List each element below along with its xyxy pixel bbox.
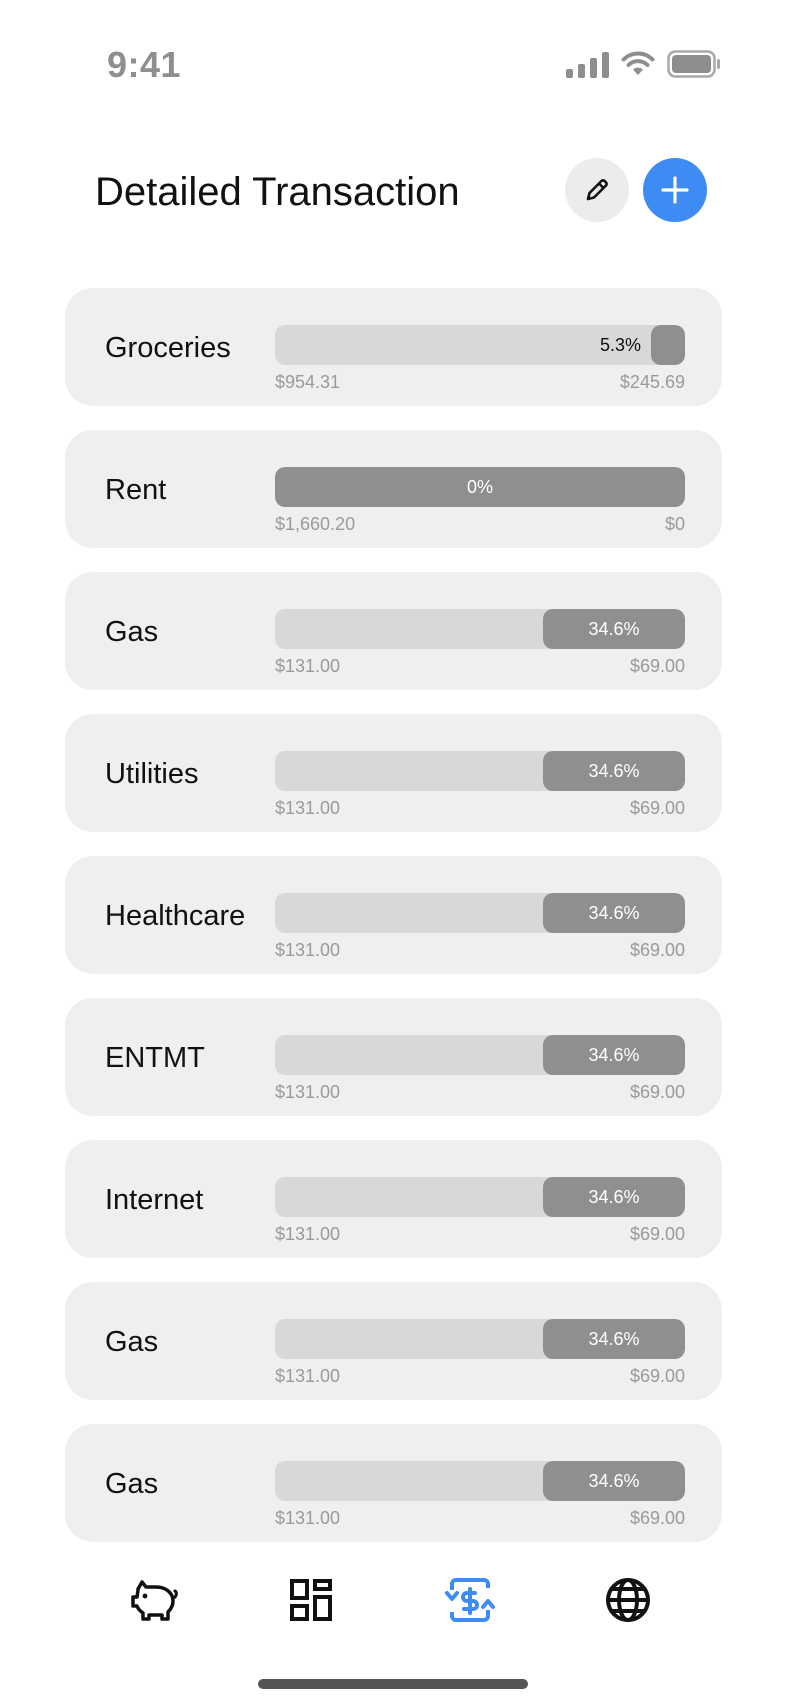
budget-progress-bar: 34.6% <box>275 1319 685 1359</box>
spent-amount: $131.00 <box>275 1082 341 1102</box>
budget-progress-fill <box>275 467 685 507</box>
budget-progress-fill <box>543 1035 685 1075</box>
tab-savings[interactable] <box>124 1570 184 1630</box>
remaining-amount: $69.00 <box>629 656 685 676</box>
category-label: Utilities <box>105 758 199 790</box>
budget-progress-fill <box>543 1461 685 1501</box>
category-label: Groceries <box>105 332 231 364</box>
tab-dashboard[interactable] <box>281 1570 341 1630</box>
remaining-amount: $69.00 <box>629 1224 685 1244</box>
tab-bar <box>0 1560 787 1640</box>
spent-amount: $131.00 <box>275 656 341 676</box>
transaction-card[interactable]: ENTMT 34.6% $131.00 $69.00 <box>65 998 722 1116</box>
category-label: Rent <box>105 474 167 506</box>
spent-amount: $954.31 <box>275 372 341 392</box>
spent-amount: $131.00 <box>275 798 341 818</box>
budget-progress-bar: 34.6% <box>275 893 685 933</box>
budget-progress-fill <box>543 893 685 933</box>
add-button[interactable] <box>643 158 707 222</box>
spent-amount: $131.00 <box>275 940 341 960</box>
status-icons <box>566 50 721 78</box>
remaining-amount: $0 <box>664 514 685 534</box>
plus-icon <box>661 176 689 204</box>
battery-icon <box>667 50 721 78</box>
transaction-card[interactable]: Gas 34.6% $131.00 $69.00 <box>65 1282 722 1400</box>
budget-progress-bar: 0% <box>275 467 685 507</box>
home-indicator <box>258 1679 528 1689</box>
percent-label: 34.6% <box>588 903 640 923</box>
spent-amount: $131.00 <box>275 1224 341 1244</box>
piggy-bank-icon <box>131 1580 178 1621</box>
status-bar: 9:41 <box>0 0 787 120</box>
budget-progress-bar: 34.6% <box>275 751 685 791</box>
budget-progress-fill <box>543 1319 685 1359</box>
percent-label: 0% <box>466 477 493 497</box>
remaining-amount: $69.00 <box>629 1366 685 1386</box>
budget-progress-bar: 34.6% <box>275 1177 685 1217</box>
category-label: ENTMT <box>105 1042 205 1074</box>
spent-amount: $131.00 <box>275 1366 341 1386</box>
transaction-card[interactable]: Rent 0% $1,660.20 $0 <box>65 430 722 548</box>
transaction-card[interactable]: Groceries 5.3% $954.31 $245.69 <box>65 288 722 406</box>
percent-label: 34.6% <box>588 761 640 781</box>
spent-amount: $131.00 <box>275 1508 341 1528</box>
remaining-amount: $69.00 <box>629 940 685 960</box>
percent-label: 34.6% <box>588 1045 640 1065</box>
remaining-amount: $69.00 <box>629 1508 685 1528</box>
edit-button[interactable] <box>565 158 629 222</box>
remaining-amount: $69.00 <box>629 798 685 818</box>
budget-progress-bar: 34.6% <box>275 1461 685 1501</box>
category-label: Healthcare <box>105 900 246 932</box>
category-label: Gas <box>105 1468 159 1500</box>
dashboard-grid-icon <box>290 1579 332 1621</box>
category-label: Gas <box>105 616 159 648</box>
header: Detailed Transaction <box>0 150 787 230</box>
transaction-card[interactable]: Healthcare 34.6% $131.00 $69.00 <box>65 856 722 974</box>
spent-amount: $1,660.20 <box>275 514 356 534</box>
percent-label: 5.3% <box>599 335 641 355</box>
tab-explore[interactable] <box>598 1570 658 1630</box>
tab-transactions[interactable] <box>440 1570 500 1630</box>
budget-progress-bar: 34.6% <box>275 1035 685 1075</box>
globe-icon <box>606 1578 650 1622</box>
transaction-card[interactable]: Utilities 34.6% $131.00 $69.00 <box>65 714 722 832</box>
remaining-amount: $69.00 <box>629 1082 685 1102</box>
page-title: Detailed Transaction <box>95 170 460 214</box>
budget-progress-fill <box>651 325 685 365</box>
budget-progress-fill <box>543 751 685 791</box>
cellular-signal-icon <box>566 50 609 78</box>
transactions-exchange-icon <box>444 1578 496 1622</box>
status-time: 9:41 <box>107 44 182 85</box>
percent-label: 34.6% <box>588 1471 640 1491</box>
transaction-card[interactable]: Gas 34.6% $131.00 $69.00 <box>65 572 722 690</box>
pencil-icon <box>586 179 608 201</box>
percent-label: 34.6% <box>588 619 640 639</box>
remaining-amount: $245.69 <box>619 372 685 392</box>
transaction-card[interactable]: Gas 34.6% $131.00 $69.00 <box>65 1424 722 1542</box>
category-label: Gas <box>105 1326 159 1358</box>
transaction-card[interactable]: Internet 34.6% $131.00 $69.00 <box>65 1140 722 1258</box>
wifi-icon <box>621 51 655 77</box>
category-label: Internet <box>105 1184 204 1216</box>
budget-progress-bar: 34.6% <box>275 609 685 649</box>
budget-progress-bar: 5.3% <box>275 325 685 365</box>
budget-progress-fill <box>543 609 685 649</box>
budget-progress-fill <box>543 1177 685 1217</box>
percent-label: 34.6% <box>588 1187 640 1207</box>
percent-label: 34.6% <box>588 1329 640 1349</box>
